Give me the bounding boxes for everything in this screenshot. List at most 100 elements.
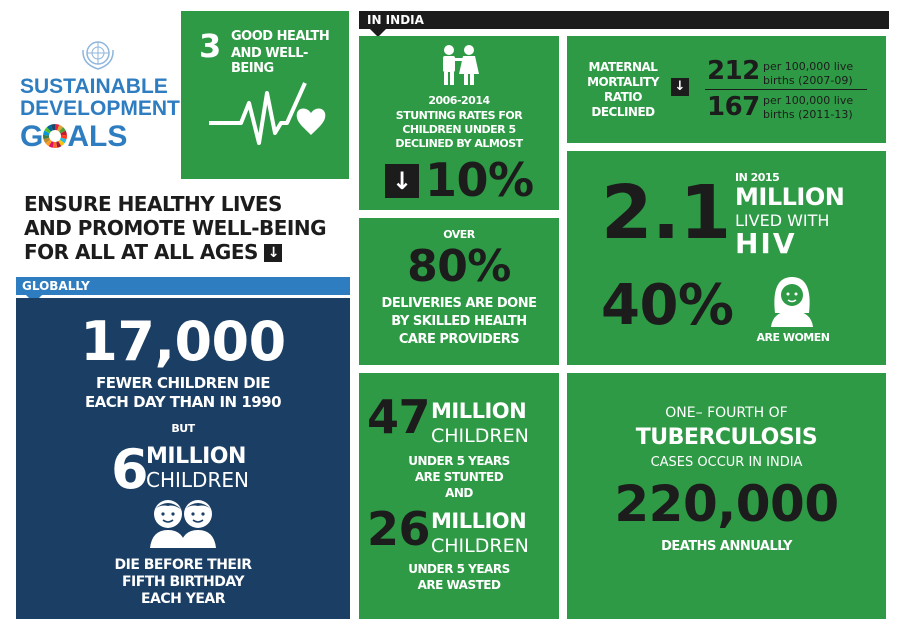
wheel-segment	[57, 124, 64, 132]
in-india-tab: IN INDIA	[359, 11, 889, 29]
stat-17000: 17,000	[80, 310, 286, 373]
maternal-value-2-text-2: births (2011-13)	[763, 108, 853, 121]
wheel-segment	[56, 141, 62, 148]
wheel-segment	[43, 130, 50, 136]
maternal-tile: MATERNAL MORTALITY RATIO DECLINED ↓ 212 …	[567, 36, 886, 143]
tb-text-2: CASES OCCUR IN INDIA	[650, 455, 803, 470]
hiv-women-pct: 40%	[601, 273, 734, 338]
un-emblem-icon	[78, 38, 118, 72]
stunted-unit-1: MILLION	[431, 399, 527, 423]
hiv-label: HIV	[735, 227, 797, 260]
deliveries-tile: OVER 80% DELIVERIES ARE DONE BY SKILLED …	[359, 218, 559, 365]
stunting-text-2: CHILDREN UNDER 5	[402, 123, 516, 136]
maternal-value-1-text-1: per 100,000 live	[763, 60, 854, 73]
wheel-segment	[44, 127, 52, 134]
logo-line-1: SUSTAINABLE	[20, 75, 168, 98]
wasted-text-1: UNDER 5 YEARS	[408, 562, 510, 576]
tuberculosis-tile: ONE– FOURTH OF TUBERCULOSIS CASES OCCUR …	[567, 373, 886, 619]
tb-text-1: ONE– FOURTH OF	[665, 405, 788, 421]
wheel-segment	[60, 130, 68, 136]
logo-line-3: G ALS	[20, 120, 128, 153]
heartbeat-heart-icon	[207, 73, 331, 163]
stat-6-unit-1: MILLION	[146, 444, 246, 469]
hiv-unit: MILLION	[735, 183, 845, 211]
goal-number: 3	[199, 27, 221, 65]
woman-icon	[767, 273, 817, 327]
wheel-segment	[53, 141, 58, 148]
deliveries-text-3: CARE PROVIDERS	[398, 332, 520, 347]
wheel-segment	[49, 141, 55, 148]
stunted-text-1: UNDER 5 YEARS	[408, 454, 510, 468]
stunting-years: 2006-2014	[428, 94, 490, 107]
maternal-text-1: MATERNAL	[588, 60, 658, 74]
wasted-unit-1: MILLION	[431, 509, 527, 533]
goal-title-line-2: AND WELL-BEING	[231, 46, 308, 76]
globally-panel: 17,000 FEWER CHILDREN DIE EACH DAY THAN …	[16, 298, 350, 619]
headline-line-2: AND PROMOTE WELL-BEING	[24, 216, 327, 240]
hiv-women-text: ARE WOMEN	[756, 331, 830, 344]
stunting-text-3: DECLINED BY ALMOST	[395, 137, 523, 150]
stunting-tile: 2006-2014 STUNTING RATES FOR CHILDREN UN…	[359, 36, 559, 210]
stat-6-text-3: EACH YEAR	[140, 591, 226, 607]
stat-17000-text-1: FEWER CHILDREN DIE	[95, 374, 271, 392]
wheel-segment	[47, 124, 54, 132]
globally-tab: GLOBALLY	[16, 277, 350, 295]
stat-6-unit-2: CHILDREN	[146, 468, 249, 492]
stunted-unit-2: CHILDREN	[431, 425, 529, 447]
wheel-segment	[58, 139, 65, 147]
wheel-segment	[43, 134, 50, 140]
deliveries-value: 80%	[407, 241, 511, 292]
stat-17000-text-2: EACH DAY THAN IN 1990	[84, 393, 282, 411]
wheel-segment	[51, 124, 56, 131]
boy-girl-icon	[435, 44, 483, 86]
deliveries-over: OVER	[443, 228, 475, 241]
wheel-segment	[55, 124, 60, 131]
stunted-value: 47	[367, 390, 431, 444]
goal-3-tile: 3 GOOD HEALTH AND WELL-BEING	[181, 11, 349, 179]
sdg-logo: SUSTAINABLE DEVELOPMENT G ALS	[20, 36, 180, 166]
maternal-value-1: 212	[707, 56, 760, 86]
stunted-wasted-tile: 47 MILLION CHILDREN UNDER 5 YEARS ARE ST…	[359, 373, 559, 619]
maternal-text-2: MORTALITY	[587, 75, 659, 89]
down-arrow-icon: ↓	[671, 78, 689, 96]
down-arrow-icon: ↓	[264, 244, 283, 262]
but-label: BUT	[171, 422, 195, 435]
wasted-value: 26	[367, 502, 431, 556]
tb-value: 220,000	[614, 475, 839, 533]
wasted-text-2: ARE WASTED	[417, 578, 501, 592]
two-children-icon	[146, 496, 220, 548]
maternal-value-2: 167	[707, 92, 760, 122]
and-label: AND	[445, 486, 473, 500]
wheel-segment	[61, 134, 68, 140]
wheel-segment	[43, 137, 51, 144]
wheel-segment	[59, 127, 67, 134]
maternal-value-2-text-1: per 100,000 live	[763, 94, 854, 107]
hiv-value: 2.1	[601, 170, 731, 256]
tb-title: TUBERCULOSIS	[635, 425, 818, 450]
stunting-value: 10%	[425, 153, 534, 207]
stunted-text-2: ARE STUNTED	[414, 470, 504, 484]
maternal-text-4: DECLINED	[591, 105, 655, 119]
sdg-wheel-icon	[43, 122, 68, 148]
wasted-unit-2: CHILDREN	[431, 535, 529, 557]
stat-6-text-1: DIE BEFORE THEIR	[114, 557, 252, 573]
wheel-segment	[45, 139, 53, 147]
wheel-segment	[60, 137, 67, 144]
maternal-value-1-text-2: births (2007-09)	[763, 74, 853, 87]
deliveries-text-2: BY SKILLED HEALTH	[391, 314, 527, 329]
stat-6-text-2: FIFTH BIRTHDAY	[121, 574, 245, 590]
divider	[705, 89, 867, 90]
maternal-text-3: RATIO	[604, 90, 642, 104]
hiv-lived: LIVED WITH	[735, 211, 830, 230]
headline-line-1: ENSURE HEALTHY LIVES	[24, 192, 282, 216]
headline: ENSURE HEALTHY LIVES AND PROMOTE WELL-BE…	[24, 192, 354, 264]
logo-line-2: DEVELOPMENT	[20, 97, 180, 120]
goal-title-line-1: GOOD HEALTH	[231, 29, 330, 44]
down-arrow-icon: ↓	[385, 164, 419, 198]
headline-line-3: FOR ALL AT ALL AGES ↓	[24, 240, 354, 264]
tab-notch	[370, 29, 386, 37]
deliveries-text-1: DELIVERIES ARE DONE	[381, 296, 537, 311]
hiv-year: IN 2015	[735, 171, 780, 184]
stat-6: 6	[111, 438, 149, 501]
tb-text-3: DEATHS ANNUALLY	[661, 539, 792, 554]
